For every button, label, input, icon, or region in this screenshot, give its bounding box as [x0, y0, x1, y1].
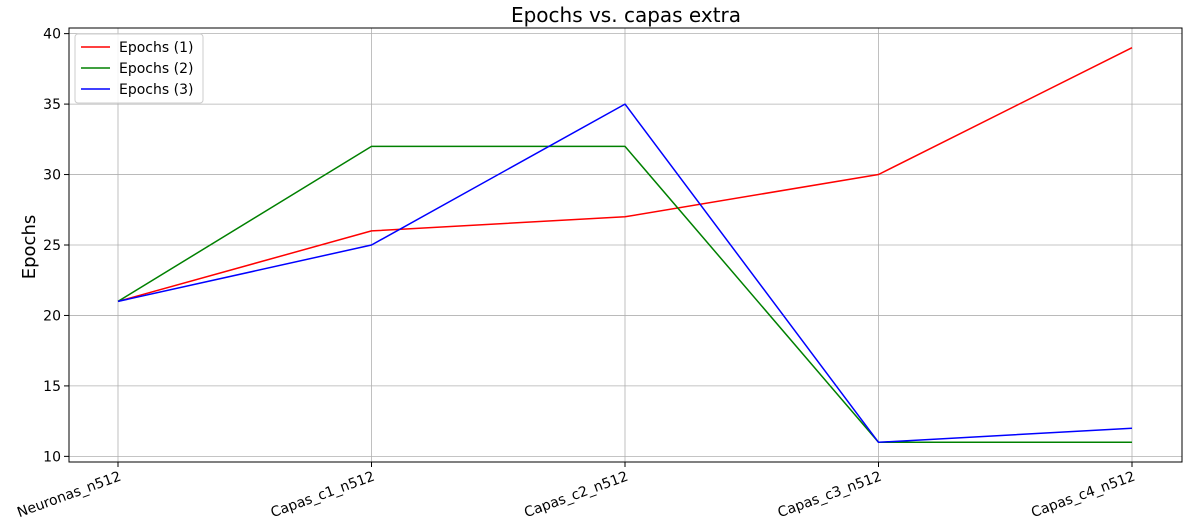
chart-title: Epochs vs. capas extra [511, 3, 741, 27]
legend-label-1: Epochs (1) [119, 40, 193, 56]
y-tick-label: 10 [43, 449, 61, 465]
y-tick-label: 20 [43, 308, 61, 324]
y-tick-label: 35 [43, 97, 61, 113]
series-line-2 [117, 145, 1132, 444]
y-tick-label: 30 [43, 168, 61, 184]
y-axis-ticks: 10 15 20 25 30 35 40 [43, 27, 69, 465]
legend-label-2: Epochs (2) [119, 61, 193, 77]
series-lines [117, 47, 1133, 444]
y-axis-title: Epochs [19, 215, 40, 280]
y-tick-label: 40 [43, 27, 61, 43]
series-line-1 [117, 47, 1133, 303]
y-tick-label: 25 [43, 238, 61, 254]
y-tick-label: 15 [43, 379, 61, 395]
legend: Epochs (1) Epochs (2) Epochs (3) [74, 33, 204, 104]
legend-box [74, 33, 204, 104]
series-line-3 [117, 103, 1133, 444]
legend-label-3: Epochs (3) [119, 82, 193, 98]
